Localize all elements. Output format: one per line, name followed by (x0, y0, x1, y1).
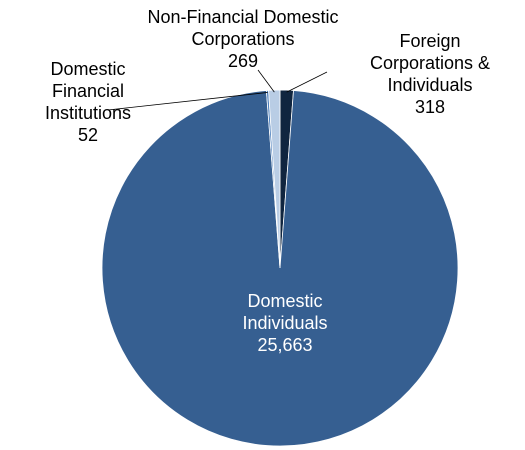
leader-line (257, 69, 275, 93)
pie-slice (268, 89, 281, 269)
slice-label: Domestic Individuals 25,663 (215, 290, 355, 356)
category-label: Non-Financial Domestic Corporations (147, 7, 339, 49)
leader-line (107, 92, 268, 111)
value-label: 318 (414, 97, 446, 117)
category-label: Foreign Corporations & Individuals (369, 31, 491, 95)
category-label: Domestic Financial Institutions (44, 59, 132, 123)
value-label: 25,663 (257, 335, 313, 355)
value-label: 269 (227, 51, 259, 71)
leader-line (286, 71, 328, 93)
slice-label: Non-Financial Domestic Corporations 269 (108, 6, 378, 72)
slice-label: Domestic Financial Institutions 52 (33, 58, 143, 146)
category-label: Domestic Individuals (242, 291, 328, 333)
value-label: 52 (77, 125, 99, 145)
pie-slice (101, 90, 459, 447)
slice-label: Foreign Corporations & Individuals 318 (355, 30, 505, 118)
